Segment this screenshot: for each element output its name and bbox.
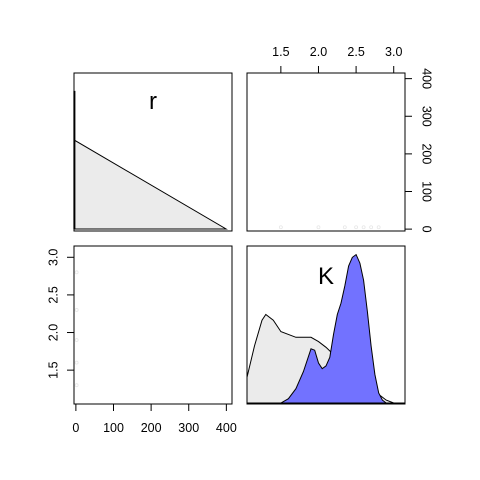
- scatter-point: [74, 383, 79, 388]
- scatter-layer: [74, 270, 79, 388]
- scatter-point: [376, 225, 381, 230]
- panel-frame: [73, 245, 233, 405]
- density-area-2: [247, 253, 405, 404]
- density-area: [73, 139, 228, 230]
- panel-scatter-bottom-left: 0 100 200 300 400 1.5 2.0 2.5 3.0: [46, 245, 237, 435]
- tick-label: 2.0: [310, 45, 327, 59]
- tick-label: 1.5: [46, 361, 60, 378]
- scatter-point: [278, 225, 283, 230]
- tick-label: 1.5: [272, 45, 289, 59]
- panel-K-density: K: [246, 245, 406, 405]
- tick-label: 400: [216, 421, 237, 435]
- panel-title-r: r: [149, 88, 157, 115]
- scatter-point: [342, 225, 347, 230]
- scatter-point: [74, 338, 79, 342]
- tick-label: 3.0: [46, 249, 60, 266]
- tick-label: 2.0: [46, 324, 60, 341]
- tick-label: 300: [420, 106, 434, 127]
- top-axis: 1.5 2.0 2.5 3.0: [272, 45, 402, 74]
- panel-scatter-top-right: 1.5 2.0 2.5 3.0 0 100 200 300 400: [246, 45, 434, 233]
- tick-label: 400: [420, 68, 434, 89]
- scatter-point: [74, 270, 79, 275]
- bottom-axis: 0 100 200 300 400: [72, 403, 237, 435]
- area-layer: [73, 90, 228, 230]
- right-axis: 0 100 200 300 400: [404, 68, 434, 233]
- scatter-point: [369, 225, 374, 230]
- scatter-layer: [278, 225, 381, 230]
- tick-label: 200: [420, 143, 434, 164]
- tick-label: 0: [72, 421, 79, 435]
- tick-label: 300: [178, 421, 199, 435]
- panel-title-K: K: [318, 263, 334, 290]
- panel-frame: [246, 72, 406, 232]
- tick-label: 2.5: [46, 286, 60, 303]
- scatter-point: [316, 225, 321, 230]
- area-layer: [246, 253, 405, 404]
- scatter-point: [354, 225, 358, 230]
- scatter-point: [74, 308, 79, 312]
- panel-frame: [246, 245, 406, 405]
- tick-label: 100: [420, 181, 434, 202]
- tick-label: 200: [141, 421, 162, 435]
- tick-label: 3.0: [385, 45, 402, 59]
- scatter-point: [361, 225, 366, 230]
- tick-label: 100: [103, 421, 124, 435]
- tick-label: 2.5: [347, 45, 364, 59]
- panel-r-density: r: [73, 72, 233, 232]
- left-axis: 1.5 2.0 2.5 3.0: [46, 249, 75, 379]
- tick-label: 0: [420, 226, 434, 233]
- scatter-point: [74, 360, 79, 365]
